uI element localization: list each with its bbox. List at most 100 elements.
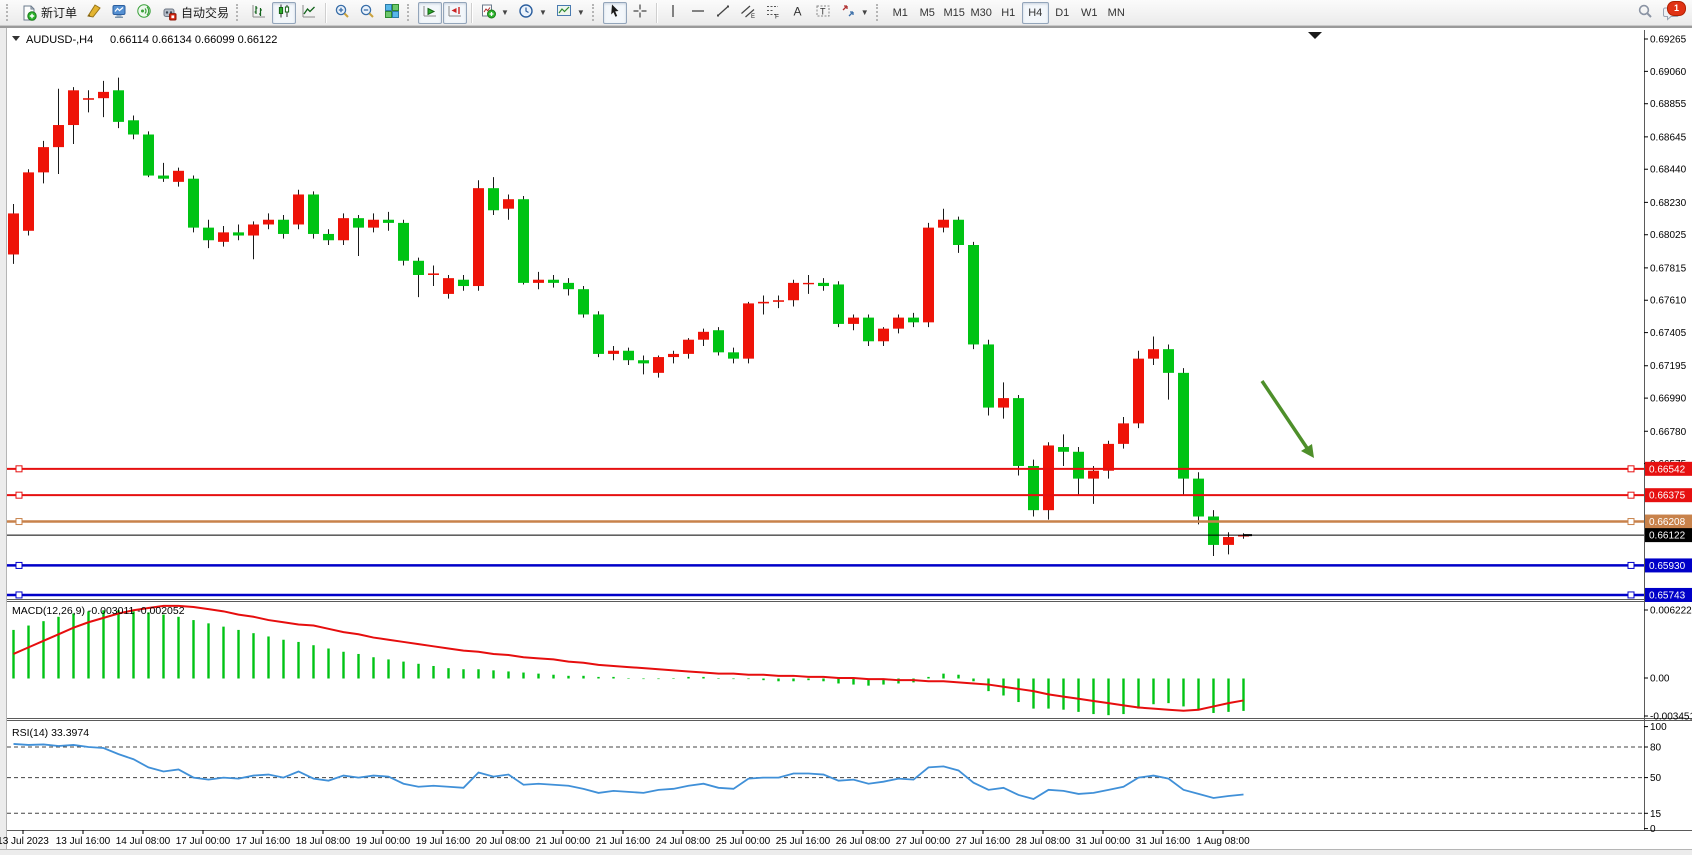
- chart-shift-button[interactable]: [443, 1, 468, 24]
- price-axis-label: 0.69265: [1650, 35, 1687, 46]
- auto-trading-icon: [161, 5, 177, 21]
- timeframe-button-h1[interactable]: H1: [1001, 6, 1016, 19]
- candle-bearish: [413, 260, 424, 275]
- channel-icon: E: [740, 3, 756, 22]
- horizontal-line-button[interactable]: [686, 2, 710, 24]
- time-axis-label: 26 Jul 08:00: [836, 836, 891, 847]
- line-handle[interactable]: [15, 518, 23, 526]
- timeframe-button-h4[interactable]: H4: [1021, 1, 1049, 24]
- macd-pane-separator: [7, 599, 1692, 602]
- candle-bullish: [68, 90, 79, 126]
- candle-bearish: [488, 188, 499, 211]
- timeframe-button-m15[interactable]: M15: [943, 6, 965, 19]
- chart-canvas: 0.69265 0.69060 0.68855 0.68645 0.68440 0.682…: [0, 28, 1692, 855]
- line-handle[interactable]: [15, 491, 23, 499]
- time-axis-label: 19 Jul 00:00: [356, 836, 411, 847]
- svg-text:E: E: [751, 14, 755, 19]
- timeframe-button-m1[interactable]: M1: [892, 6, 908, 19]
- macd-axis-label: 0.00: [1650, 674, 1670, 685]
- vertical-line-button[interactable]: [661, 2, 685, 24]
- text-label-button[interactable]: T: [811, 2, 835, 24]
- candle-bullish: [83, 98, 94, 100]
- candle-bullish: [1133, 358, 1144, 424]
- candle-bearish: [728, 352, 739, 359]
- rsi-axis-label: 100: [1650, 722, 1667, 733]
- toolbar-grip: [407, 4, 413, 21]
- timeframe-button-mn[interactable]: MN: [1107, 6, 1125, 19]
- main-toolbar: 新订单 自动交易: [0, 0, 1692, 26]
- line-handle[interactable]: [1627, 591, 1635, 599]
- auto-trading-button[interactable]: 自动交易: [157, 2, 233, 24]
- chevron-down-icon: ▼: [576, 8, 585, 17]
- signals-button[interactable]: [132, 2, 156, 24]
- candle-bearish: [863, 317, 874, 342]
- price-badge-label: 0.65930: [1649, 561, 1686, 572]
- candle-bearish: [563, 282, 574, 290]
- symbol-dropdown-icon[interactable]: [12, 36, 20, 41]
- templates-button[interactable]: ▼: [552, 2, 589, 24]
- price-badge-label: 0.66542: [1649, 464, 1686, 475]
- timeframe-button-d1[interactable]: D1: [1055, 6, 1070, 19]
- indicators-button[interactable]: ▼: [476, 2, 513, 24]
- window-bottom-edge: [0, 849, 1692, 855]
- time-axis-label: 28 Jul 08:00: [1016, 836, 1071, 847]
- rsi-label: RSI(14) 33.3974: [12, 727, 89, 739]
- svg-text:T: T: [820, 7, 826, 17]
- bar-chart-icon: [251, 3, 267, 22]
- zoom-in-button[interactable]: [330, 2, 354, 24]
- line-handle[interactable]: [1627, 518, 1635, 526]
- time-axis-label: 13 Jul 16:00: [56, 836, 111, 847]
- notifications-button[interactable]: 1: [1658, 0, 1686, 24]
- candle-bullish: [248, 224, 259, 236]
- candle-bearish: [593, 314, 604, 354]
- line-handle[interactable]: [15, 465, 23, 473]
- line-handle[interactable]: [1627, 561, 1635, 569]
- trend-arrow[interactable]: [1260, 380, 1309, 449]
- candle-bearish: [383, 219, 394, 223]
- price-badge-label: 0.65743: [1649, 590, 1686, 601]
- candlestick-chart-button[interactable]: [272, 1, 297, 24]
- line-handle[interactable]: [1627, 491, 1635, 499]
- svg-text:A: A: [793, 5, 801, 19]
- trendline-button[interactable]: [711, 2, 735, 24]
- price-axis-label: 0.66780: [1650, 427, 1687, 438]
- periods-button[interactable]: ▼: [514, 2, 551, 24]
- timeframe-button-m30[interactable]: M30: [970, 6, 992, 19]
- line-handle[interactable]: [15, 591, 23, 599]
- line-handle[interactable]: [1627, 465, 1635, 473]
- new-order-button[interactable]: 新订单: [17, 2, 81, 24]
- candle-bearish: [1013, 398, 1024, 466]
- terminal-button[interactable]: [107, 2, 131, 24]
- equidistant-channel-button[interactable]: E: [736, 2, 760, 24]
- time-axis-label: 31 Jul 00:00: [1076, 836, 1131, 847]
- timeframe-button-m5[interactable]: M5: [919, 6, 935, 19]
- candle-bullish: [1223, 537, 1234, 545]
- candle-bullish: [788, 282, 799, 301]
- price-badge: [1645, 461, 1692, 476]
- timeframe-button-w1[interactable]: W1: [1080, 6, 1098, 19]
- candle-bearish: [1028, 465, 1039, 511]
- crosshair-button[interactable]: [628, 2, 652, 24]
- line-chart-button[interactable]: [297, 2, 321, 24]
- chart-title: AUDUSD-,H4: [26, 34, 93, 46]
- zoom-out-button[interactable]: [355, 2, 379, 24]
- candle-bullish: [503, 199, 514, 209]
- price-badge-label: 0.66122: [1649, 531, 1686, 542]
- bar-chart-button[interactable]: [247, 2, 271, 24]
- text-button[interactable]: A: [786, 2, 810, 24]
- trend-arrow-head[interactable]: [1301, 444, 1314, 458]
- line-handle[interactable]: [15, 561, 23, 569]
- candle-bearish: [113, 90, 124, 122]
- chart-shift-marker[interactable]: [1308, 32, 1322, 39]
- price-badge: [1645, 488, 1692, 503]
- search-button[interactable]: [1633, 2, 1657, 24]
- auto-scroll-button[interactable]: [418, 1, 443, 24]
- price-axis-label: 0.67610: [1650, 296, 1687, 307]
- time-axis-label: 25 Jul 00:00: [716, 836, 771, 847]
- cursor-button[interactable]: [602, 1, 627, 24]
- chart-profile-button[interactable]: [82, 2, 106, 24]
- arrows-button[interactable]: ▼: [836, 2, 873, 24]
- fibonacci-button[interactable]: F: [761, 2, 785, 24]
- tile-windows-button[interactable]: [380, 2, 404, 24]
- candle-bearish: [158, 175, 169, 179]
